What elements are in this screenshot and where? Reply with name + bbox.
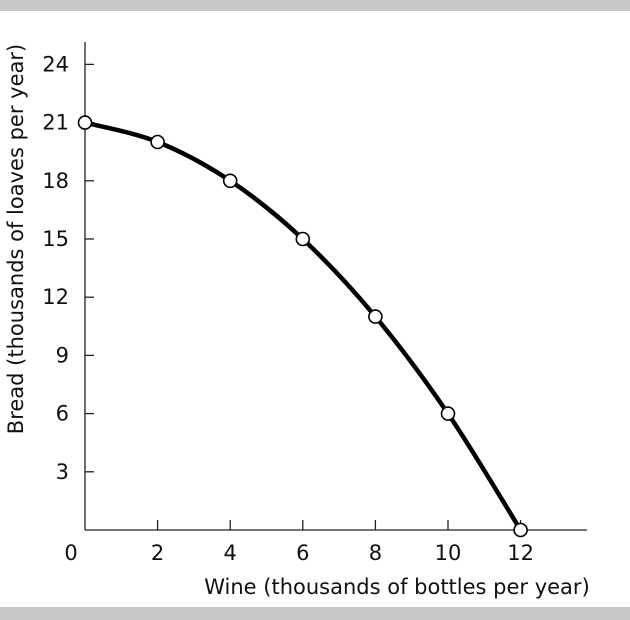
x-tick-label: 4 [224,541,237,565]
x-axis-title: Wine (thousands of bottles per year) [204,575,590,599]
data-point [440,406,456,421]
y-tick-label: 6 [56,402,69,426]
data-point [150,134,165,150]
y-tick-label: 9 [56,343,69,367]
y-tick-label: 3 [56,460,69,484]
data-point [77,115,93,130]
data-point [295,231,311,247]
y-tick-label: 15 [42,227,69,251]
x-tick-label: 0 [64,541,77,565]
x-tick-label: 6 [296,541,309,565]
ppf-curve [82,120,523,533]
x-tick-label: 2 [151,541,164,565]
x-tick-label: 12 [507,541,534,565]
axes [84,42,587,531]
y-axis-title: Bread (thousands of loaves per year) [4,44,28,434]
x-tick-label: 8 [369,541,382,565]
data-point [222,173,238,189]
y-tick-label: 12 [42,285,69,309]
data-points [77,115,528,538]
x-ticks: 0 2 4 6 8 10 12 [64,520,534,565]
y-tick-label: 24 [42,52,69,76]
y-tick-label: 21 [42,111,69,135]
x-tick-label: 10 [435,541,462,565]
y-ticks: 3 6 9 12 15 18 21 24 [42,52,94,484]
y-tick-label: 18 [42,169,69,193]
bottom-band [0,607,630,620]
data-point [513,522,528,538]
top-band [0,0,630,11]
data-point [368,309,383,324]
